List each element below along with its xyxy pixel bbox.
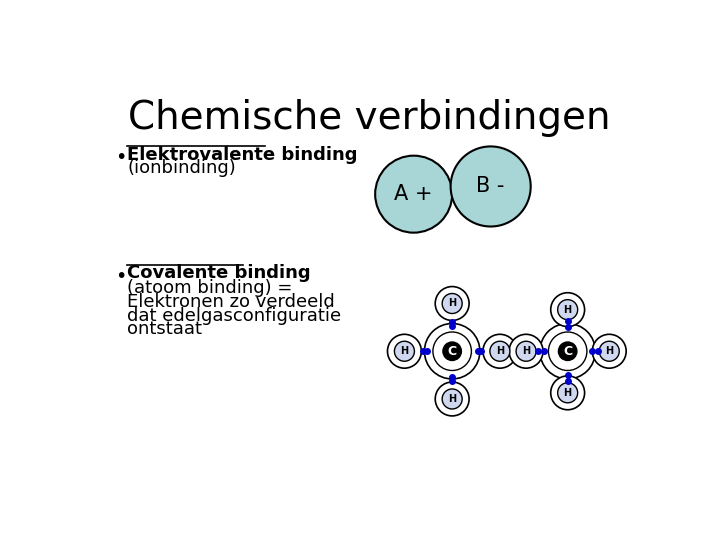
Text: •: • <box>115 267 126 286</box>
Circle shape <box>433 332 472 370</box>
Circle shape <box>435 382 469 416</box>
Circle shape <box>559 342 577 361</box>
Circle shape <box>593 334 626 368</box>
Circle shape <box>540 323 595 379</box>
Text: Covalente binding: Covalente binding <box>127 264 311 282</box>
Text: ontstaat: ontstaat <box>127 320 202 339</box>
Circle shape <box>549 332 587 370</box>
Text: C: C <box>448 345 456 357</box>
Circle shape <box>451 146 531 226</box>
Text: Chemische verbindingen: Chemische verbindingen <box>127 99 611 138</box>
Text: (atoom binding) =: (atoom binding) = <box>127 279 292 297</box>
Circle shape <box>395 341 415 361</box>
Text: B -: B - <box>477 177 505 197</box>
Text: H: H <box>522 346 530 356</box>
Text: H: H <box>400 346 408 356</box>
Circle shape <box>442 294 462 314</box>
Text: C: C <box>563 345 572 357</box>
Text: Elektronen zo verdeeld: Elektronen zo verdeeld <box>127 293 335 310</box>
Text: H: H <box>448 394 456 404</box>
Circle shape <box>558 300 577 320</box>
Circle shape <box>516 341 536 361</box>
Text: A +: A + <box>395 184 433 204</box>
Text: H: H <box>496 346 504 356</box>
Circle shape <box>443 342 462 361</box>
Circle shape <box>551 293 585 327</box>
Text: H: H <box>564 305 572 315</box>
Text: Elektrovalente binding: Elektrovalente binding <box>127 146 358 164</box>
Text: H: H <box>448 299 456 308</box>
Text: dat edelgasconfiguratie: dat edelgasconfiguratie <box>127 307 341 325</box>
Circle shape <box>387 334 421 368</box>
Circle shape <box>375 156 452 233</box>
Text: H: H <box>564 388 572 398</box>
Circle shape <box>599 341 619 361</box>
Circle shape <box>425 323 480 379</box>
Circle shape <box>483 334 517 368</box>
Circle shape <box>442 389 462 409</box>
Circle shape <box>509 334 543 368</box>
Text: •: • <box>115 148 126 167</box>
Circle shape <box>558 383 577 403</box>
Text: (ionbinding): (ionbinding) <box>127 159 236 177</box>
Circle shape <box>551 376 585 410</box>
Text: H: H <box>606 346 613 356</box>
Circle shape <box>435 287 469 320</box>
Circle shape <box>490 341 510 361</box>
